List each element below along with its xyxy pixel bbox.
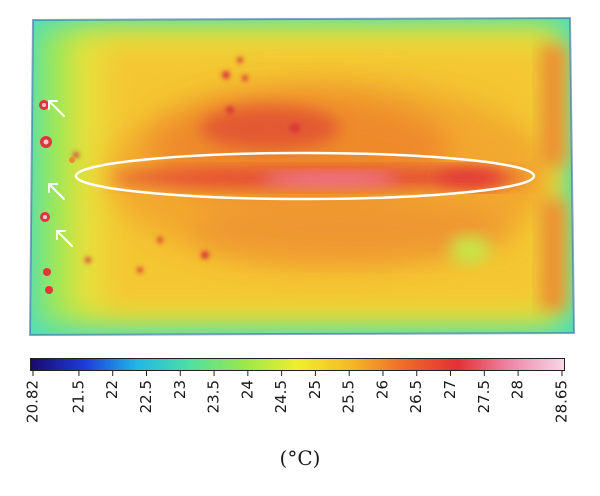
color-scale-bar	[30, 358, 565, 371]
colorbar-tick-label: 23	[171, 380, 189, 399]
colorbar-tick-label: 27	[441, 380, 459, 399]
colorbar-tick-label: 25.5	[340, 380, 358, 413]
colorbar-tick-label: 28	[509, 380, 527, 399]
colorbar-tick-label: 26.5	[407, 380, 425, 413]
highlight-ellipse	[74, 151, 536, 201]
colorbar-tick-label: 24	[238, 380, 256, 399]
colorbar-tick-label: 22	[103, 380, 121, 399]
colorbar-tick-label: 24.5	[272, 380, 290, 413]
colorbar-tick-label: 27.5	[475, 380, 493, 413]
arrow-icon	[48, 100, 65, 117]
colorbar-tick-label: 25	[306, 380, 324, 399]
colorbar-tick-label: 23.5	[205, 380, 223, 413]
thermal-image	[28, 16, 576, 337]
left-edge-hotspots	[39, 100, 75, 294]
colorbar-tick-label: 28.65	[553, 380, 571, 423]
colorbar-tick-label: 20.82	[24, 380, 42, 423]
colorbar-tick-label: 22.5	[137, 380, 155, 413]
panel-heatmap	[30, 18, 574, 335]
arrow-icon	[48, 183, 65, 200]
annotation-arrows	[48, 100, 73, 247]
colorbar-tick-label: 21.5	[69, 380, 87, 413]
arrow-icon	[56, 230, 73, 247]
unit-label: (°C)	[279, 446, 321, 470]
colorbar-tick-label: 26	[373, 380, 391, 399]
color-scale-ticks: 20.82 21.5 22 22.5 23 23.5 24 24.5 25 25.5 26 26.5 2…	[24, 371, 571, 423]
